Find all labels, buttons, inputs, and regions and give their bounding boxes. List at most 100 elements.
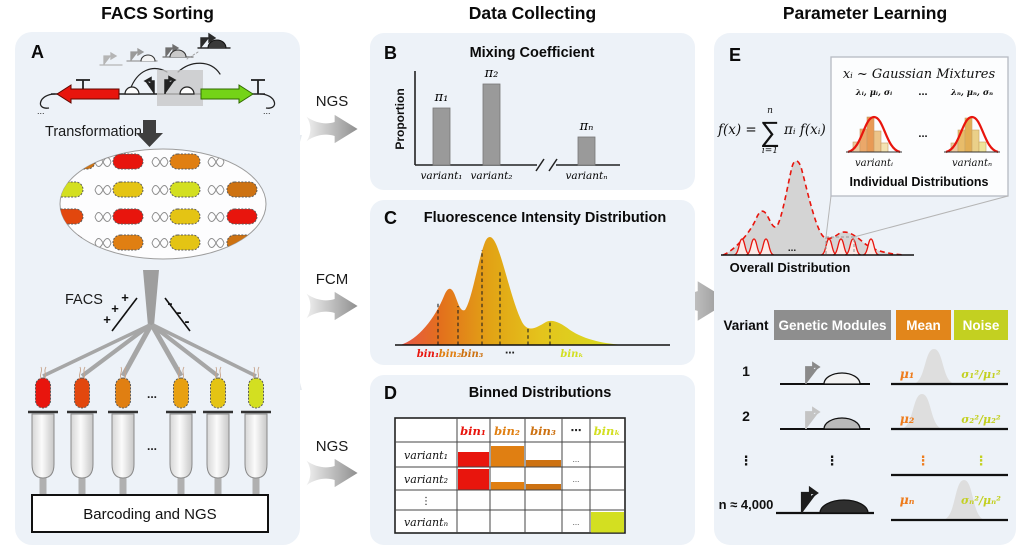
- terminator-right: [251, 79, 265, 94]
- panel-d: D Binned Distributions bin₁ bin₂ bin₃ ⋯ …: [370, 375, 695, 545]
- header-mean-box: [896, 310, 951, 340]
- dots-modules: ⋮: [826, 453, 839, 468]
- pin-label: πₙ: [579, 119, 594, 134]
- sorted-cells: ...: [35, 366, 264, 409]
- variant2-tick: variant₂: [470, 170, 512, 182]
- row2-mean: μ₂: [900, 411, 915, 426]
- mixture-formula: f(x) = ∑ n i=1 πᵢ f(xᵢ): [717, 106, 826, 156]
- row-dots: ⋮: [421, 496, 431, 507]
- row1-rbs-icon: [823, 372, 861, 385]
- axis-break: [548, 158, 558, 172]
- red-reporter-gene: [56, 84, 120, 104]
- svg-text:-: -: [168, 295, 173, 312]
- svg-text:...: ...: [573, 455, 580, 464]
- rown-promoter-icon: [800, 485, 819, 513]
- positive-gate-signs: + + +: [103, 290, 129, 327]
- ngs-top-label: NGS: [315, 93, 349, 110]
- col-binK: binₖ: [594, 424, 621, 438]
- facs-label: FACS: [65, 292, 103, 308]
- svg-text:-: -: [177, 304, 182, 321]
- bar-pin: [577, 136, 596, 166]
- fcm-arrow-icon: [306, 291, 358, 321]
- panel-d-label: D: [384, 383, 397, 403]
- transformation-label: Transformation: [45, 124, 142, 140]
- pi2-label: π₂: [484, 66, 499, 81]
- right-variant-label: variantₙ: [952, 158, 992, 169]
- col-dots: ⋯: [571, 425, 582, 437]
- y-axis-label: Proportion: [393, 88, 407, 149]
- sum-symbol: ∑: [760, 116, 780, 147]
- dots-mean: ⋮: [917, 453, 930, 468]
- row2-variant: 2: [742, 408, 750, 424]
- individual-distributions-inset: xᵢ ~ Gaussian Mixtures λᵢ, μᵢ, σᵢ ... λₙ…: [830, 56, 1009, 197]
- table-row: n ≈ 4,000 μₙ σₙ²/μₙ²: [719, 480, 1008, 522]
- ngs-top-arrow-icon: [306, 114, 358, 144]
- culture-plate: [59, 148, 267, 260]
- variant2-bins: ...: [458, 469, 579, 490]
- binK-label: binₖ: [560, 349, 583, 360]
- variant1-tick: variant₁: [420, 170, 462, 182]
- overall-distribution: ... Overall Distribution: [721, 160, 1009, 275]
- panel-e: E f(x) = ∑ n i=1 πᵢ f(xᵢ) xᵢ ~ Gaussian …: [714, 33, 1016, 545]
- inset-caption: Individual Distributions: [850, 175, 989, 189]
- section-title-parameter-learning: Parameter Learning: [782, 3, 948, 23]
- header-variant: Variant: [723, 318, 769, 333]
- fcm-label: FCM: [315, 271, 349, 288]
- bar-pi2: [482, 83, 501, 166]
- tube: [241, 410, 271, 496]
- bin3-label: bin₃: [461, 349, 484, 360]
- variant1-bins: ...: [458, 446, 579, 467]
- variantn-tick: variantₙ: [565, 170, 607, 182]
- bin1-label: bin₁: [417, 349, 439, 360]
- inset-box: [830, 56, 1009, 197]
- panel-b-label: B: [384, 43, 397, 63]
- overall-curve-outline: [722, 160, 905, 256]
- panel-c: C Fluorescence Intensity Distribution bi…: [370, 200, 695, 365]
- panel-b: B Mixing Coefficient Proportion π₁ π₂ πₙ…: [370, 33, 695, 190]
- down-arrow-icon: [136, 120, 163, 147]
- rown-mean-gaussian: [942, 480, 986, 520]
- row2-rbs-icon: [823, 417, 861, 430]
- header-noise: Noise: [963, 318, 1000, 333]
- swap-arc-right: [177, 62, 221, 75]
- tube: [28, 410, 58, 496]
- row1-noise: σ₁²/μ₁²: [961, 368, 1001, 381]
- variantn-bins: ...: [573, 512, 624, 533]
- right-gaussian-curve: [945, 115, 999, 154]
- sorted-streams: [42, 323, 257, 378]
- svg-text:+: +: [103, 312, 111, 327]
- bar-pi1: [432, 107, 451, 166]
- row-variant2: variant₂: [404, 473, 448, 486]
- table-row: 1 μ₁ σ₁²/μ₁²: [742, 349, 1008, 386]
- rown-variant: n ≈ 4,000: [719, 497, 774, 512]
- panel-c-label: C: [384, 208, 397, 228]
- tubes-ellipsis: ...: [147, 439, 157, 453]
- tube: [203, 410, 233, 496]
- panel-b-background: [370, 33, 695, 190]
- parameter-table: Variant Genetic Modules Mean Noise 1 μ₁ …: [719, 310, 1008, 522]
- tube: [67, 410, 97, 496]
- overall-curve-fill: [723, 161, 904, 255]
- formula-lhs: f(x) =: [717, 122, 757, 138]
- left-variant-label: variantᵢ: [855, 158, 893, 169]
- params-dots: ...: [918, 86, 927, 98]
- tube: [108, 410, 138, 496]
- table-row: ⋮ ⋮ ⋮ ⋮: [740, 453, 1008, 477]
- rbs-icon-2: [179, 86, 195, 95]
- right-ellipsis: ...: [263, 106, 271, 116]
- binned-table: [394, 417, 626, 534]
- row1-variant: 1: [742, 363, 750, 379]
- dots-variant: ⋮: [740, 453, 753, 468]
- overall-dots: ...: [788, 243, 797, 254]
- row2-promoter-icon: [805, 406, 821, 429]
- panel-c-title: Fluorescence Intensity Distribution: [424, 210, 667, 226]
- row1-mean-gaussian: [912, 349, 956, 384]
- overall-caption: Overall Distribution: [730, 260, 851, 275]
- collection-tubes: ...: [28, 410, 271, 496]
- panel-a: A ...: [15, 32, 300, 545]
- hist-dots: ...: [918, 128, 927, 140]
- dots-noise: ⋮: [975, 453, 988, 468]
- bin2-label: bin₂: [439, 349, 462, 360]
- panel-a-label: A: [31, 42, 44, 62]
- barcoding-box: [31, 494, 269, 533]
